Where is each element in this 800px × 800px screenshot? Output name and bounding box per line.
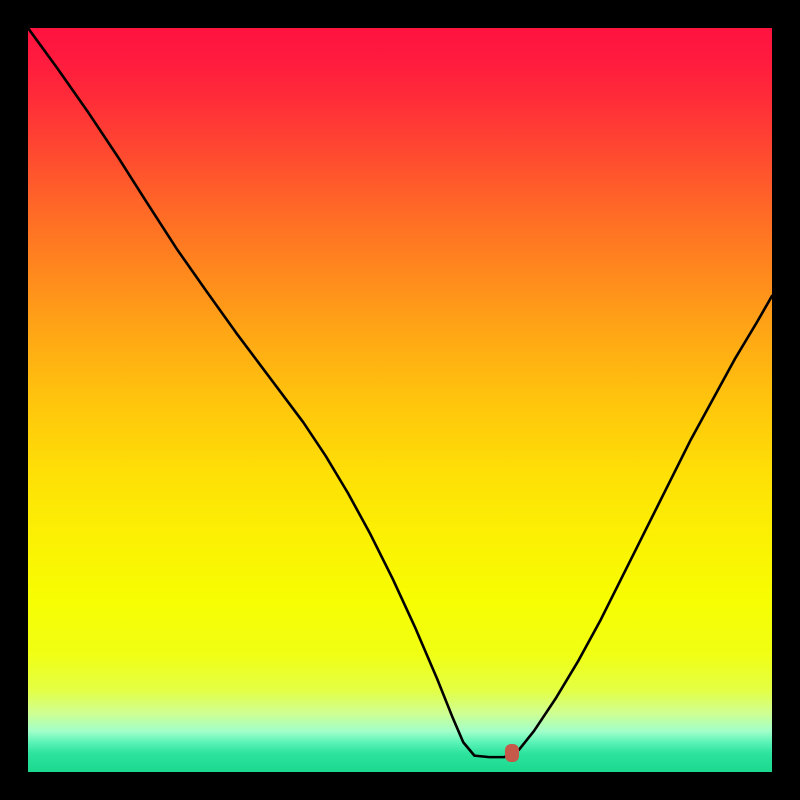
optimum-marker (505, 744, 519, 762)
plot-area (28, 28, 772, 772)
bottleneck-curve (28, 28, 772, 772)
chart-frame: TheBottleneck.com (0, 0, 800, 800)
